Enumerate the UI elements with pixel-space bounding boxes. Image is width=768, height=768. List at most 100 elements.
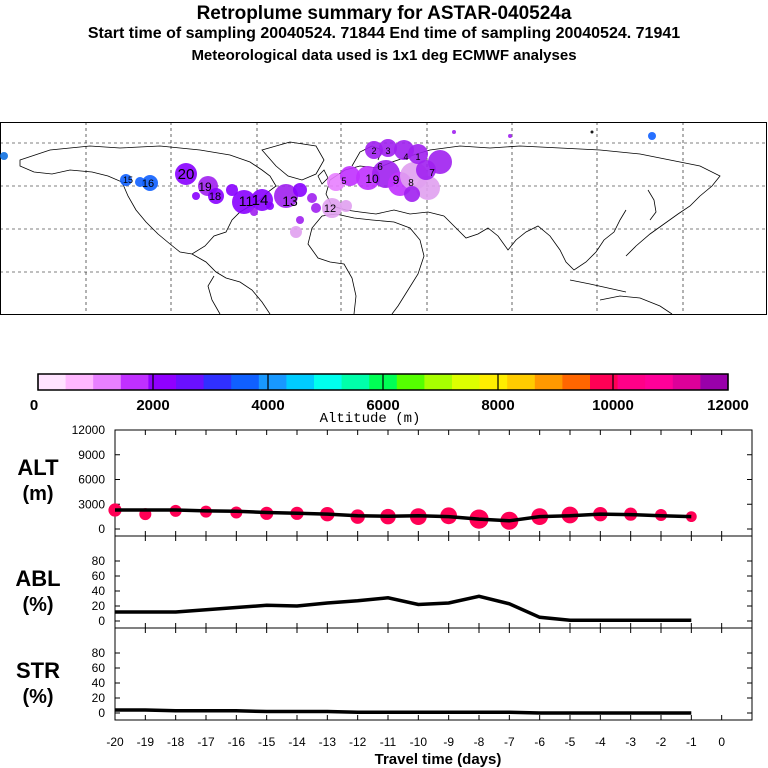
panel-label: STR [16,658,60,683]
y-tick-label: 60 [92,661,106,675]
plume-day-label: 11 [239,193,254,209]
plume-day-label: 15 [123,175,133,185]
plume-day-label: 1 [415,152,420,162]
plume-circle [293,183,307,197]
plume-circle [296,216,304,224]
plume-circle [226,184,238,196]
plume-day-label: 9 [393,173,400,187]
y-tick-label: 60 [92,569,106,583]
colorbar-swatch [396,374,425,390]
plume-circle [428,150,452,174]
plume-circle [311,203,321,213]
colorbar-swatch [700,374,729,390]
plume-day-label: 5 [341,176,346,186]
colorbar-swatch [93,374,122,390]
plume-circles [0,130,656,238]
y-tick-label: 0 [98,522,105,536]
colorbar-swatch [590,374,619,390]
x-tick-label: -11 [380,735,397,749]
series-line [115,594,692,623]
plume-circle [266,202,274,210]
plume-circle [250,208,258,216]
colorbar-swatch [341,374,370,390]
x-tick-label: -19 [137,735,155,749]
y-tick-label: 12000 [72,423,106,437]
colorbar-swatch [479,374,508,390]
colorbar-swatch [617,374,646,390]
plume-day-label: 12 [324,203,336,215]
sampling-times: Start time of sampling 20040524. 71844 E… [87,25,681,42]
x-tick-label: -7 [504,735,515,749]
y-tick-label: 80 [92,554,106,568]
colorbar-swatch [258,374,287,390]
time-series-panels: 120009000600030000ALT(m)806040200ABL(%)8… [15,423,753,749]
colorbar-label: Altitude (m) [320,411,421,427]
colorbar-swatch [645,374,674,390]
plume-circle [322,198,342,218]
x-tick-label: -16 [228,735,246,749]
y-tick-label: 40 [92,676,106,690]
colorbar-swatch [314,374,343,390]
x-tick-label: -3 [625,735,636,749]
colorbar-swatch [424,374,453,390]
colorbar-ticks: 0 2000 4000 6000 8000 10000 12000 [30,374,749,414]
colorbar-tick-label: 12000 [707,397,749,414]
panel-label: ABL [15,566,60,591]
plume-day-label: 20 [178,166,195,183]
panel-label: ALT [17,455,59,480]
plume-day-label: 14 [252,192,269,209]
x-tick-label: -5 [565,735,576,749]
colorbar-tick-label: 4000 [251,397,284,414]
colorbar-swatch [562,374,591,390]
x-tick-label: -4 [595,735,606,749]
colorbar-swatch [120,374,149,390]
plume-circle [175,163,197,185]
plume-day-label: 7 [429,168,435,179]
plume-day-label: 10 [365,172,379,186]
x-tick-label: -13 [319,735,337,749]
plume-circle [404,186,420,202]
plume-circle [590,130,594,134]
plume-circle [508,134,512,138]
y-tick-label: 80 [92,646,106,660]
altitude-colorbar [37,373,729,391]
y-tick-label: 3000 [78,497,105,511]
panel-alt: 12000 9000 6000 3000 0 ALT (m) [17,423,753,537]
colorbar-tick-label: 2000 [136,397,169,414]
plume-day-label: 3 [385,146,390,156]
colorbar-swatch [507,374,536,390]
x-tick-label: -14 [288,735,306,749]
plume-day-label: 6 [377,162,383,173]
plume-circle [208,188,224,204]
series-line [115,708,692,715]
colorbar-swatch [203,374,232,390]
colorbar-tick-label: 0 [30,397,38,414]
x-tick-label: -10 [410,735,428,749]
plume-circle [648,132,656,140]
colorbar-swatch [38,374,67,390]
colorbar-swatch [286,374,315,390]
colorbar-swatch [534,374,563,390]
x-tick-label: -18 [167,735,185,749]
colorbar-swatch [672,374,701,390]
plume-circle [340,166,360,186]
plume-circle [142,175,158,191]
plume-day-label: 4 [403,152,408,162]
colorbar-tick-label: 10000 [592,397,634,414]
colorbar-tick-label: 6000 [366,397,399,414]
y-tick-label: 9000 [78,448,105,462]
figure-title: Retroplume summary for ASTAR-040524a [196,3,572,24]
plume-circle [365,141,383,159]
y-tick-label: 20 [92,599,106,613]
plume-circle [274,184,298,208]
x-tick-label: -15 [258,735,276,749]
x-tick-label: -9 [443,735,454,749]
plume-day-label: 18 [209,191,221,203]
y-tick-label: 0 [98,706,105,720]
